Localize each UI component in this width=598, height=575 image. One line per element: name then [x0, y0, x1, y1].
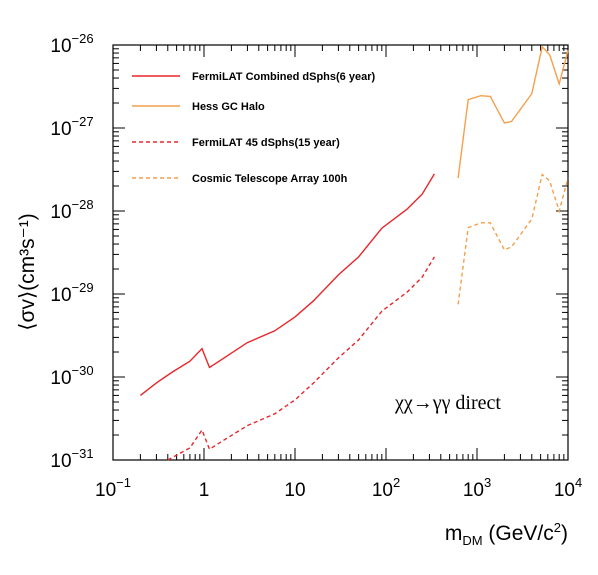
legend-label: FermiLAT Combined dSphs(6 year) [192, 71, 375, 83]
x-tick-label: 10 [284, 480, 305, 501]
y-tick-label: 10−27 [50, 114, 93, 140]
x-axis-title-unit-exponent: 2 [554, 520, 561, 535]
series-line-3 [167, 256, 435, 461]
y-tick-label: 10−31 [50, 446, 93, 472]
plot-area-frame [112, 44, 569, 461]
axis-ticks: 10−1 1 10 102 103 104 10−31 10−30 10−29 10−28 10−2… [50, 31, 582, 501]
data-series [139, 45, 569, 461]
x-tick-label: 103 [463, 475, 491, 501]
x-tick-label: 102 [372, 475, 400, 501]
process-annotation: χχ→γγ direct [394, 392, 501, 414]
series-line-1 [139, 173, 435, 396]
series-line-2 [457, 45, 569, 179]
y-tick-label: 10−30 [50, 363, 93, 389]
legend-label: Hess GC Halo [192, 101, 265, 113]
x-axis-title-subscript: DM [462, 533, 482, 548]
x-axis-title-base: m [445, 522, 463, 545]
series-line-4 [457, 173, 569, 305]
x-axis-title-unit-close: ) [561, 522, 568, 545]
legend-label: Cosmic Telescope Array 100h [192, 173, 348, 185]
x-axis-title: mDM (GeV/c2) [445, 520, 568, 548]
y-tick-label: 10−29 [50, 280, 93, 306]
y-axis-title: ⟨σv⟩(cm³s⁻¹) [16, 213, 39, 330]
x-tick-label: 1 [199, 480, 210, 501]
x-axis-title-unit: (GeV/c [483, 522, 554, 545]
x-tick-label: 10−1 [95, 475, 131, 501]
legend: FermiLAT Combined dSphs(6 year) Hess GC H… [132, 71, 375, 185]
x-tick-label: 104 [554, 475, 582, 501]
legend-label: FermiLAT 45 dSphs(15 year) [192, 137, 340, 149]
y-tick-label: 10−28 [50, 197, 93, 223]
y-tick-label: 10−26 [50, 31, 93, 57]
